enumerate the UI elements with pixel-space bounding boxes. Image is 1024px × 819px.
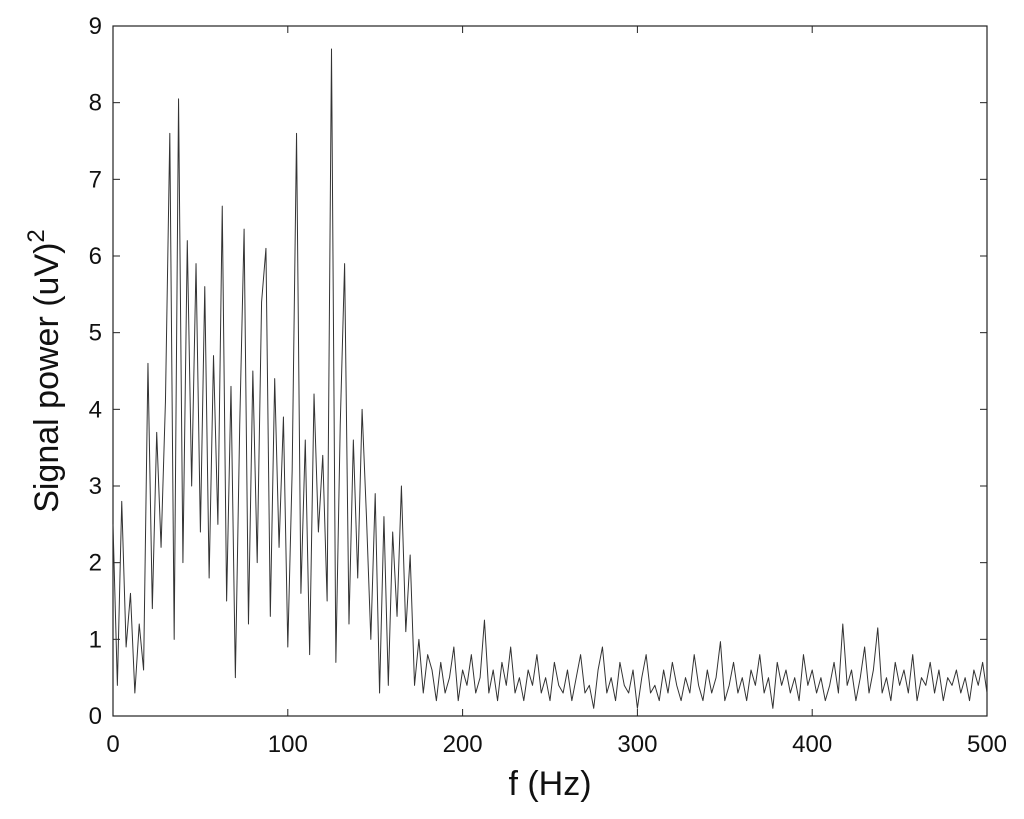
x-axis-label: f (Hz) [508, 765, 591, 803]
plot-frame [112, 25, 988, 717]
y-tick-label: 0 [89, 703, 102, 730]
y-tick-label: 3 [89, 473, 102, 500]
y-tick-label: 8 [89, 90, 102, 117]
x-tick-label: 100 [268, 731, 308, 758]
y-axis-label-superscript: 2 [23, 229, 50, 242]
y-tick-label: 9 [89, 13, 102, 40]
x-tick-label: 400 [792, 731, 832, 758]
signal-line [112, 48, 988, 709]
x-tick-label: 0 [106, 731, 119, 758]
y-tick-label: 4 [89, 396, 102, 423]
x-tick-label: 500 [967, 731, 1007, 758]
x-tick-label: 200 [443, 731, 483, 758]
y-tick-label: 2 [89, 550, 102, 577]
x-tick-label: 300 [617, 731, 657, 758]
y-tick-label: 6 [89, 243, 102, 270]
y-tick-label: 1 [89, 626, 102, 653]
y-tick-label: 7 [89, 166, 102, 193]
y-axis-label-main: Signal power (uV) [28, 243, 66, 513]
y-axis-label: Signal power (uV)2 [23, 229, 66, 513]
y-tick-label: 5 [89, 320, 102, 347]
